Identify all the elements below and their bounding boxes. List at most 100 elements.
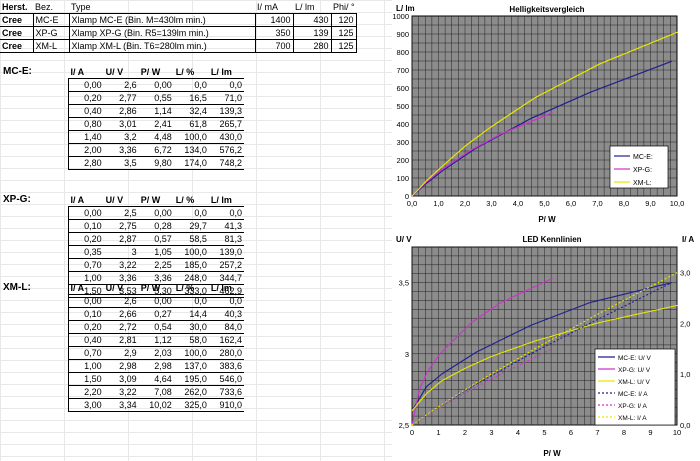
table-cell[interactable]: 0,55 [138,91,174,105]
table-cell[interactable]: 3,5 [103,156,139,170]
table-cell[interactable]: 4,64 [138,372,174,386]
table-cell[interactable]: 2,86 [103,104,139,118]
summary-cell[interactable]: 125 [330,39,357,53]
table-header-cell[interactable]: I/ A [68,194,104,207]
table-header-cell[interactable]: L/ % [173,66,209,79]
table-cell[interactable]: 265,7 [208,117,244,131]
table-header-cell[interactable]: L/ lm [208,282,244,295]
table-cell[interactable]: 0,54 [138,320,174,334]
table-header-cell[interactable]: P/ W [138,66,174,79]
table-cell[interactable]: 3,09 [103,372,139,386]
table-cell[interactable]: 0,0 [173,78,209,92]
table-cell[interactable]: 1,00 [67,359,104,373]
table-cell[interactable]: 262,0 [173,385,209,399]
table-cell[interactable]: 185,0 [173,258,209,272]
summary-header-cell[interactable]: I/ mA [255,1,293,14]
table-cell[interactable]: 0,40 [67,104,104,118]
table-cell[interactable]: 7,08 [138,385,174,399]
summary-cell[interactable]: 1400 [254,13,294,27]
table-cell[interactable]: 0,57 [138,232,174,246]
table-cell[interactable]: 0,0 [173,206,209,220]
table-cell[interactable]: 3,01 [103,117,139,131]
table-cell[interactable]: 2,6 [103,294,139,308]
table-cell[interactable]: 0,70 [67,346,104,360]
summary-cell[interactable]: 280 [292,39,332,53]
table-cell[interactable]: 2,41 [138,117,174,131]
summary-cell[interactable]: XM-L [32,39,70,53]
led-characteristics-chart[interactable]: U/ V I/ A LED Kennlinien P/ W 0 1 2 3 4 5 6 7 8 9… [392,230,700,461]
table-cell[interactable]: 910,0 [208,398,244,412]
summary-header-cell[interactable]: Phi/ ° [331,1,356,14]
table-cell[interactable]: 0,10 [67,307,104,321]
summary-cell[interactable]: Xlamp XM-L (Bin. T6=280lm min.) [68,39,256,53]
table-header-cell[interactable]: I/ A [68,66,104,79]
table-cell[interactable]: 0,00 [67,294,104,308]
table-cell[interactable]: 174,0 [173,156,209,170]
table-cell[interactable]: 3,22 [103,258,139,272]
table-cell[interactable]: 0,00 [138,294,174,308]
table-cell[interactable]: 0,00 [138,78,174,92]
table-cell[interactable]: 58,5 [173,232,209,246]
table-cell[interactable]: 0,0 [208,206,244,220]
table-header-cell[interactable]: L/ lm [208,194,244,207]
table-cell[interactable]: 4,48 [138,130,174,144]
table-cell[interactable]: 3,34 [103,398,139,412]
table-cell[interactable]: 100,0 [173,130,209,144]
table-header-cell[interactable]: I/ A [68,282,104,295]
table-cell[interactable]: 41,3 [208,219,244,233]
table-cell[interactable]: 137,0 [173,359,209,373]
table-cell[interactable]: 0,80 [67,117,104,131]
table-cell[interactable]: 0,0 [173,294,209,308]
summary-cell[interactable]: Cree [0,39,33,53]
table-cell[interactable]: 134,0 [173,143,209,157]
table-cell[interactable]: 325,0 [173,398,209,412]
table-cell[interactable]: 1,14 [138,104,174,118]
table-cell[interactable]: 2,75 [103,219,139,233]
table-cell[interactable]: 1,40 [67,130,104,144]
table-cell[interactable]: 195,0 [173,372,209,386]
table-cell[interactable]: 10,02 [138,398,174,412]
table-cell[interactable]: 3,22 [103,385,139,399]
table-cell[interactable]: 3,00 [67,398,104,412]
table-cell[interactable]: 2,77 [103,91,139,105]
summary-cell[interactable]: 139 [292,26,332,40]
table-cell[interactable]: 16,5 [173,91,209,105]
table-cell[interactable]: 0,00 [138,206,174,220]
brightness-chart[interactable]: L/ lm Helligkeitsvergleich P/ W 0,0 1,0 2,… [392,0,700,228]
table-header-cell[interactable]: P/ W [138,282,174,295]
table-cell[interactable]: 576,2 [208,143,244,157]
table-cell[interactable]: 139,3 [208,104,244,118]
table-cell[interactable]: 2,00 [67,143,104,157]
summary-cell[interactable]: XP-G [32,26,70,40]
summary-cell[interactable]: Cree [0,13,33,27]
table-cell[interactable]: 2,72 [103,320,139,334]
table-cell[interactable]: 2,9 [103,346,139,360]
table-cell[interactable]: 1,05 [138,245,174,259]
table-cell[interactable]: 0,40 [67,333,104,347]
summary-cell[interactable]: MC-E [32,13,70,27]
table-cell[interactable]: 0,27 [138,307,174,321]
table-cell[interactable]: 32,4 [173,104,209,118]
table-header-cell[interactable]: U/ V [103,66,139,79]
table-cell[interactable]: 2,80 [67,156,104,170]
table-cell[interactable]: 100,0 [173,245,209,259]
table-cell[interactable]: 71,0 [208,91,244,105]
table-cell[interactable]: 162,4 [208,333,244,347]
table-cell[interactable]: 2,03 [138,346,174,360]
table-cell[interactable]: 0,70 [67,258,104,272]
table-cell[interactable]: 2,87 [103,232,139,246]
table-header-cell[interactable]: L/ % [173,194,209,207]
summary-cell[interactable]: 120 [330,13,357,27]
table-cell[interactable]: 81,3 [208,232,244,246]
table-cell[interactable]: 40,3 [208,307,244,321]
table-cell[interactable]: 0,20 [67,91,104,105]
summary-cell[interactable]: Cree [0,26,33,40]
table-cell[interactable]: 0,0 [208,78,244,92]
table-cell[interactable]: 9,80 [138,156,174,170]
table-cell[interactable]: 0,00 [67,78,104,92]
summary-header-cell[interactable]: Bez. [33,1,69,14]
table-cell[interactable]: 58,0 [173,333,209,347]
table-cell[interactable]: 2,20 [67,385,104,399]
table-cell[interactable]: 2,6 [103,78,139,92]
table-cell[interactable]: 0,10 [67,219,104,233]
